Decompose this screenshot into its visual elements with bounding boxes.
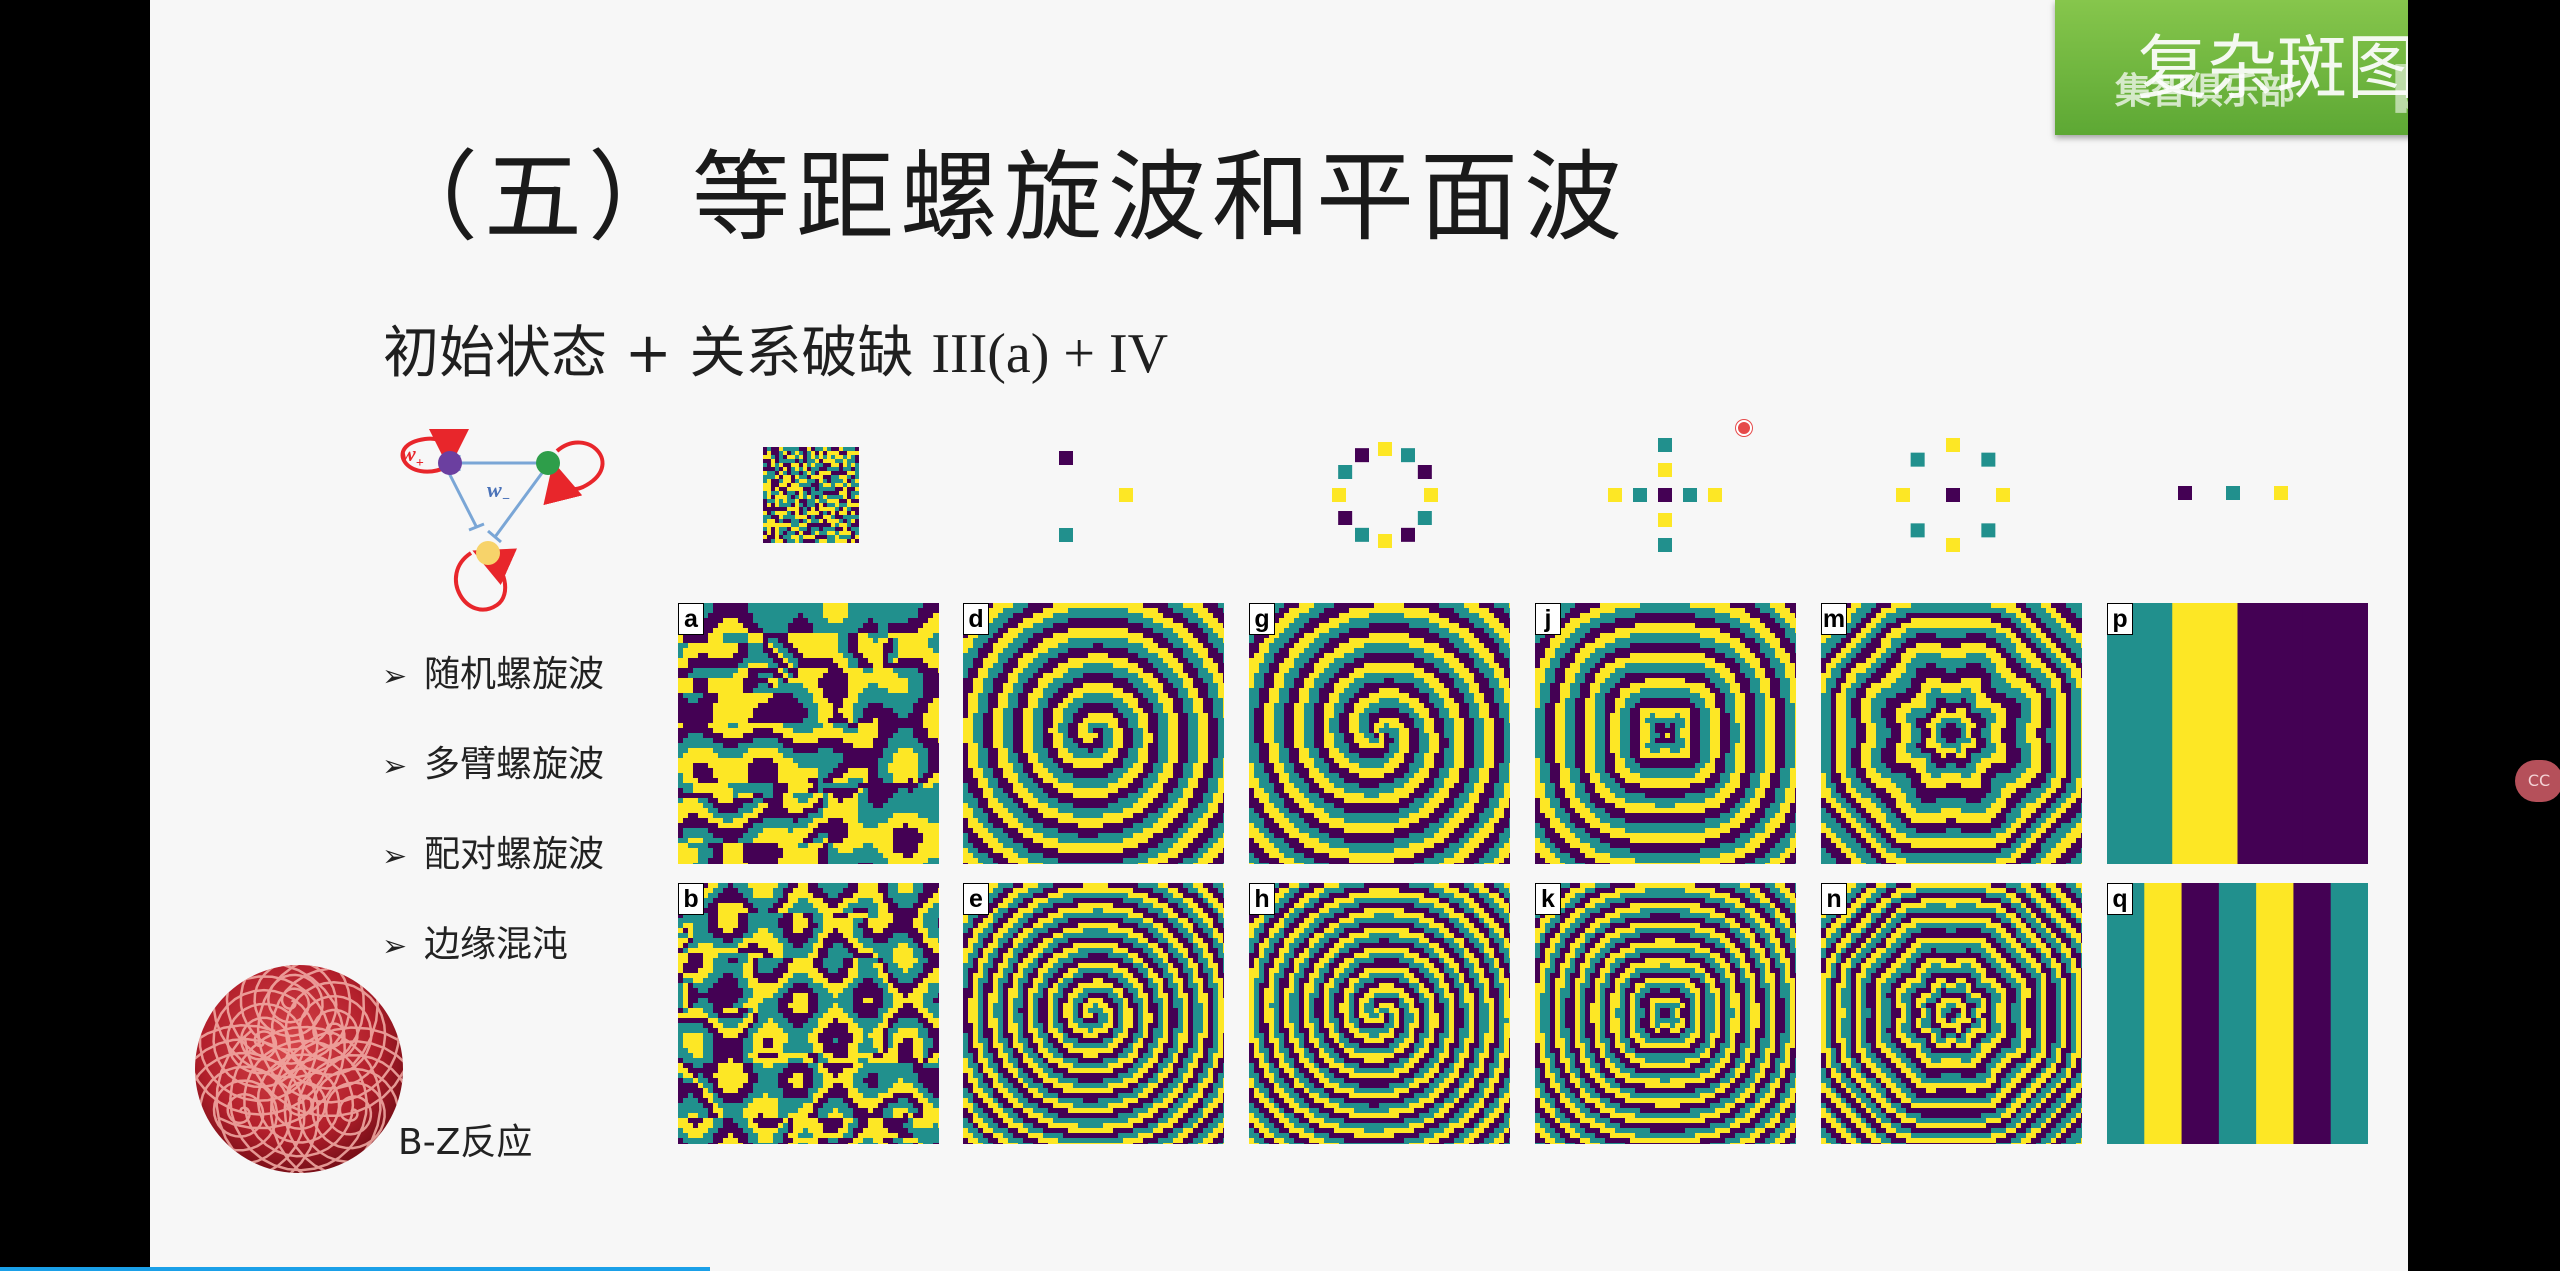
w-minus-label: w−: [487, 477, 510, 507]
panel-label: a: [678, 603, 704, 635]
pattern-panel: q: [2107, 883, 2368, 1144]
pattern-panel: d: [963, 603, 1224, 864]
arrow-bullet-icon: ➢: [382, 749, 424, 784]
panel-label: n: [1821, 883, 1847, 915]
panel-label: p: [2107, 603, 2133, 635]
bilibili-logo: bilibili: [2390, 55, 2408, 129]
panel-label: j: [1535, 603, 1561, 635]
node-purple: [438, 451, 462, 475]
pattern-panel: k: [1535, 883, 1796, 1144]
self-activation-loops: [400, 428, 605, 612]
panel-label: d: [963, 603, 989, 635]
panel-label: q: [2107, 883, 2133, 915]
panel-label: k: [1535, 883, 1561, 915]
subtitle-toggle-button[interactable]: CC: [2515, 760, 2560, 802]
slide-subtitle: 初始状态 + 关系破缺 III(a) + IV: [383, 308, 1168, 389]
pattern-panel: b: [678, 883, 939, 1144]
pattern-panel: e: [963, 883, 1224, 1144]
arrow-bullet-icon: ➢: [382, 659, 424, 694]
bz-reaction-label: B-Z反应: [398, 1113, 532, 1165]
interaction-network-diagram: w+ w−: [400, 428, 605, 612]
badge-title: 复杂斑图: [2137, 12, 2408, 113]
inhibition-edges: [447, 455, 544, 544]
bz-reaction-image: [195, 965, 403, 1173]
pattern-panel: n: [1821, 883, 2082, 1144]
panel-label: g: [1249, 603, 1275, 635]
badge-subtitle: 集智俱乐部: [2115, 62, 2295, 114]
arrow-bullet-icon: ➢: [382, 839, 424, 874]
panel-label: e: [963, 883, 989, 915]
motif-cross-9: [1600, 430, 1730, 560]
node-green: [536, 451, 560, 475]
motif-ring-12: [1325, 435, 1445, 555]
pattern-panel: p: [2107, 603, 2368, 864]
bullet-item: ➢ 随机螺旋波: [382, 645, 604, 697]
motif-line-3: [2173, 478, 2293, 508]
channel-watermark-badge: 集智俱乐部 复杂斑图 bilibili: [2055, 0, 2408, 135]
motif-triangle: [1046, 440, 1146, 550]
pattern-panel: a: [678, 603, 939, 864]
motif-ring-9: [1888, 430, 2018, 560]
w-plus-label: w+: [401, 441, 424, 471]
pattern-panel: g: [1249, 603, 1510, 864]
laser-pointer-cursor: [1736, 420, 1752, 436]
arrow-bullet-icon: ➢: [382, 929, 424, 964]
video-progress-bar[interactable]: [0, 1267, 710, 1271]
pattern-panel: j: [1535, 603, 1796, 864]
bullet-item: ➢ 边缘混沌: [382, 915, 568, 967]
panel-label: h: [1249, 883, 1275, 915]
bullet-item: ➢ 配对螺旋波: [382, 825, 604, 877]
panel-label: b: [678, 883, 704, 915]
slide-title: （五）等距螺旋波和平面波: [380, 118, 1628, 260]
pattern-panel: m: [1821, 603, 2082, 864]
subtitle-formula: III(a) + IV: [931, 323, 1168, 385]
panel-label: m: [1821, 603, 1847, 635]
pattern-panel: h: [1249, 883, 1510, 1144]
bullet-item: ➢ 多臂螺旋波: [382, 735, 604, 787]
motif-random-noise: [763, 447, 859, 543]
slide: （五）等距螺旋波和平面波 初始状态 + 关系破缺 III(a) + IV w+ …: [150, 0, 2408, 1271]
subtitle-prefix: 初始状态 + 关系破缺: [383, 321, 931, 386]
node-yellow: [476, 541, 500, 565]
